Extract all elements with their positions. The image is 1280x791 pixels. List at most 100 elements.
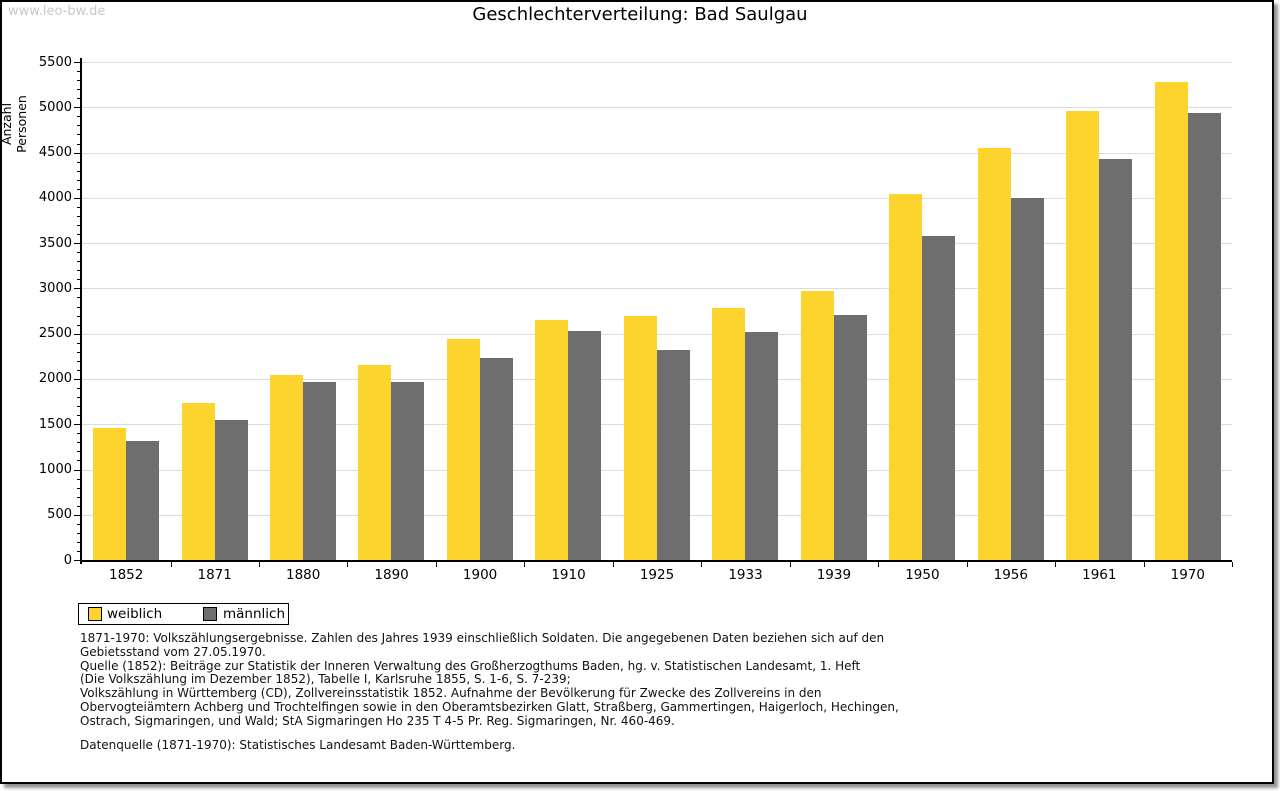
bar-weiblich-1970 <box>1154 81 1188 560</box>
bar-maennlich-1939 <box>833 314 867 560</box>
bar-weiblich-1961 <box>1066 110 1100 560</box>
footnote-line: Volkszählung in Württemberg (CD), Zollve… <box>80 686 822 701</box>
y-minor-tick <box>77 215 81 217</box>
bar-maennlich-1880 <box>302 381 336 560</box>
y-tick-label: 3000 <box>38 280 72 296</box>
y-minor-tick <box>77 451 81 453</box>
x-tick-label-1890: 1890 <box>374 567 409 583</box>
y-minor-tick <box>77 415 81 417</box>
bar-weiblich-1900 <box>446 339 480 560</box>
y-minor-tick <box>77 351 81 353</box>
y-tick-label: 5000 <box>38 99 72 115</box>
footnote-line: Quelle (1852): Beiträge zur Statistik de… <box>80 658 861 673</box>
y-minor-tick <box>77 360 81 362</box>
bar-weiblich-1910 <box>535 320 569 560</box>
y-major-tick <box>74 424 81 426</box>
bar-weiblich-1880 <box>269 375 303 560</box>
y-tick-label: 5500 <box>38 54 72 70</box>
x-tick-label-1900: 1900 <box>462 567 498 583</box>
y-major-tick <box>74 197 81 199</box>
gridline <box>82 152 1232 154</box>
y-minor-tick <box>77 125 81 127</box>
legend-box: weiblich männlich <box>78 603 289 625</box>
x-tick-label-1956: 1956 <box>993 567 1028 583</box>
x-boundary-tick <box>966 562 968 567</box>
gridline <box>82 197 1232 199</box>
y-minor-tick <box>77 98 81 100</box>
y-major-tick <box>74 152 81 154</box>
y-minor-tick <box>77 306 81 308</box>
y-minor-tick <box>77 550 81 552</box>
x-boundary-tick <box>789 562 791 567</box>
bar-weiblich-1871 <box>181 403 215 560</box>
bar-maennlich-1956 <box>1010 197 1044 560</box>
x-boundary-tick <box>170 562 172 567</box>
x-tick-label-1925: 1925 <box>639 567 675 583</box>
chart-title: Geschlechterverteilung: Bad Saulgau <box>472 4 808 25</box>
bar-weiblich-1933 <box>712 308 746 560</box>
y-major-tick <box>74 288 81 290</box>
bar-maennlich-1925 <box>656 349 690 560</box>
footnote-line: Obervogteiämtern Achberg und Trochtelfin… <box>80 699 899 714</box>
x-boundary-tick <box>258 562 260 567</box>
footnote-line: 1871-1970: Volkszählungsergebnisse. Zahl… <box>80 631 885 645</box>
gridline <box>82 333 1232 335</box>
y-major-tick <box>74 62 81 63</box>
gridline <box>82 62 1232 63</box>
y-minor-tick <box>77 71 81 73</box>
x-boundary-tick <box>1232 562 1233 567</box>
y-major-tick <box>74 469 81 471</box>
bar-weiblich-1950 <box>889 194 923 560</box>
bar-maennlich-1871 <box>214 419 248 560</box>
x-tick-label-1880: 1880 <box>286 567 321 583</box>
y-axis-line <box>80 58 82 564</box>
y-minor-tick <box>77 179 81 181</box>
gridline <box>82 107 1232 109</box>
footnote-line: (Die Volkszählung im Dezember 1852), Tab… <box>80 672 571 687</box>
bar-maennlich-1900 <box>479 358 513 560</box>
y-minor-tick <box>77 324 81 326</box>
y-minor-tick <box>77 188 81 190</box>
y-minor-tick <box>77 505 81 507</box>
y-minor-tick <box>77 161 81 163</box>
legend-swatch-weiblich <box>88 607 102 621</box>
y-minor-tick <box>77 496 81 498</box>
y-minor-tick <box>77 523 81 525</box>
x-tick-label-1970: 1970 <box>1170 567 1205 583</box>
y-minor-tick <box>77 279 81 281</box>
bar-maennlich-1852 <box>126 441 159 560</box>
y-major-tick <box>74 560 81 561</box>
y-minor-tick <box>77 80 81 82</box>
footnote-line: Gebietsstand vom 27.05.1970. <box>80 644 266 659</box>
y-minor-tick <box>77 206 81 208</box>
y-minor-tick <box>77 116 81 118</box>
bar-maennlich-1961 <box>1099 158 1133 560</box>
x-boundary-tick <box>701 562 703 567</box>
y-major-tick <box>74 514 81 516</box>
bar-maennlich-1933 <box>745 331 779 560</box>
bar-weiblich-1956 <box>977 148 1011 560</box>
y-major-tick <box>74 107 81 109</box>
bar-weiblich-1890 <box>358 365 392 560</box>
x-boundary-tick <box>435 562 437 567</box>
y-tick-label: 2500 <box>38 326 72 342</box>
y-minor-tick <box>77 541 81 543</box>
y-minor-tick <box>77 532 81 534</box>
legend-swatch-maennlich <box>203 607 217 621</box>
x-tick-label-1933: 1933 <box>728 567 763 583</box>
y-tick-label: 4000 <box>38 190 72 206</box>
x-tick-label-1950: 1950 <box>905 567 940 583</box>
x-boundary-tick <box>1143 562 1145 567</box>
y-minor-tick <box>77 225 81 226</box>
datasource-line: Datenquelle (1871-1970): Statistisches L… <box>80 738 516 752</box>
y-major-tick <box>74 378 81 380</box>
y-minor-tick <box>77 143 81 145</box>
x-boundary-tick <box>612 562 614 567</box>
y-minor-tick <box>77 397 81 398</box>
y-minor-tick <box>77 433 81 435</box>
legend-label-weiblich: weiblich <box>107 606 163 622</box>
y-tick-label: 2000 <box>38 371 72 387</box>
x-boundary-tick <box>1055 562 1057 567</box>
y-tick-label: 0 <box>63 552 72 568</box>
